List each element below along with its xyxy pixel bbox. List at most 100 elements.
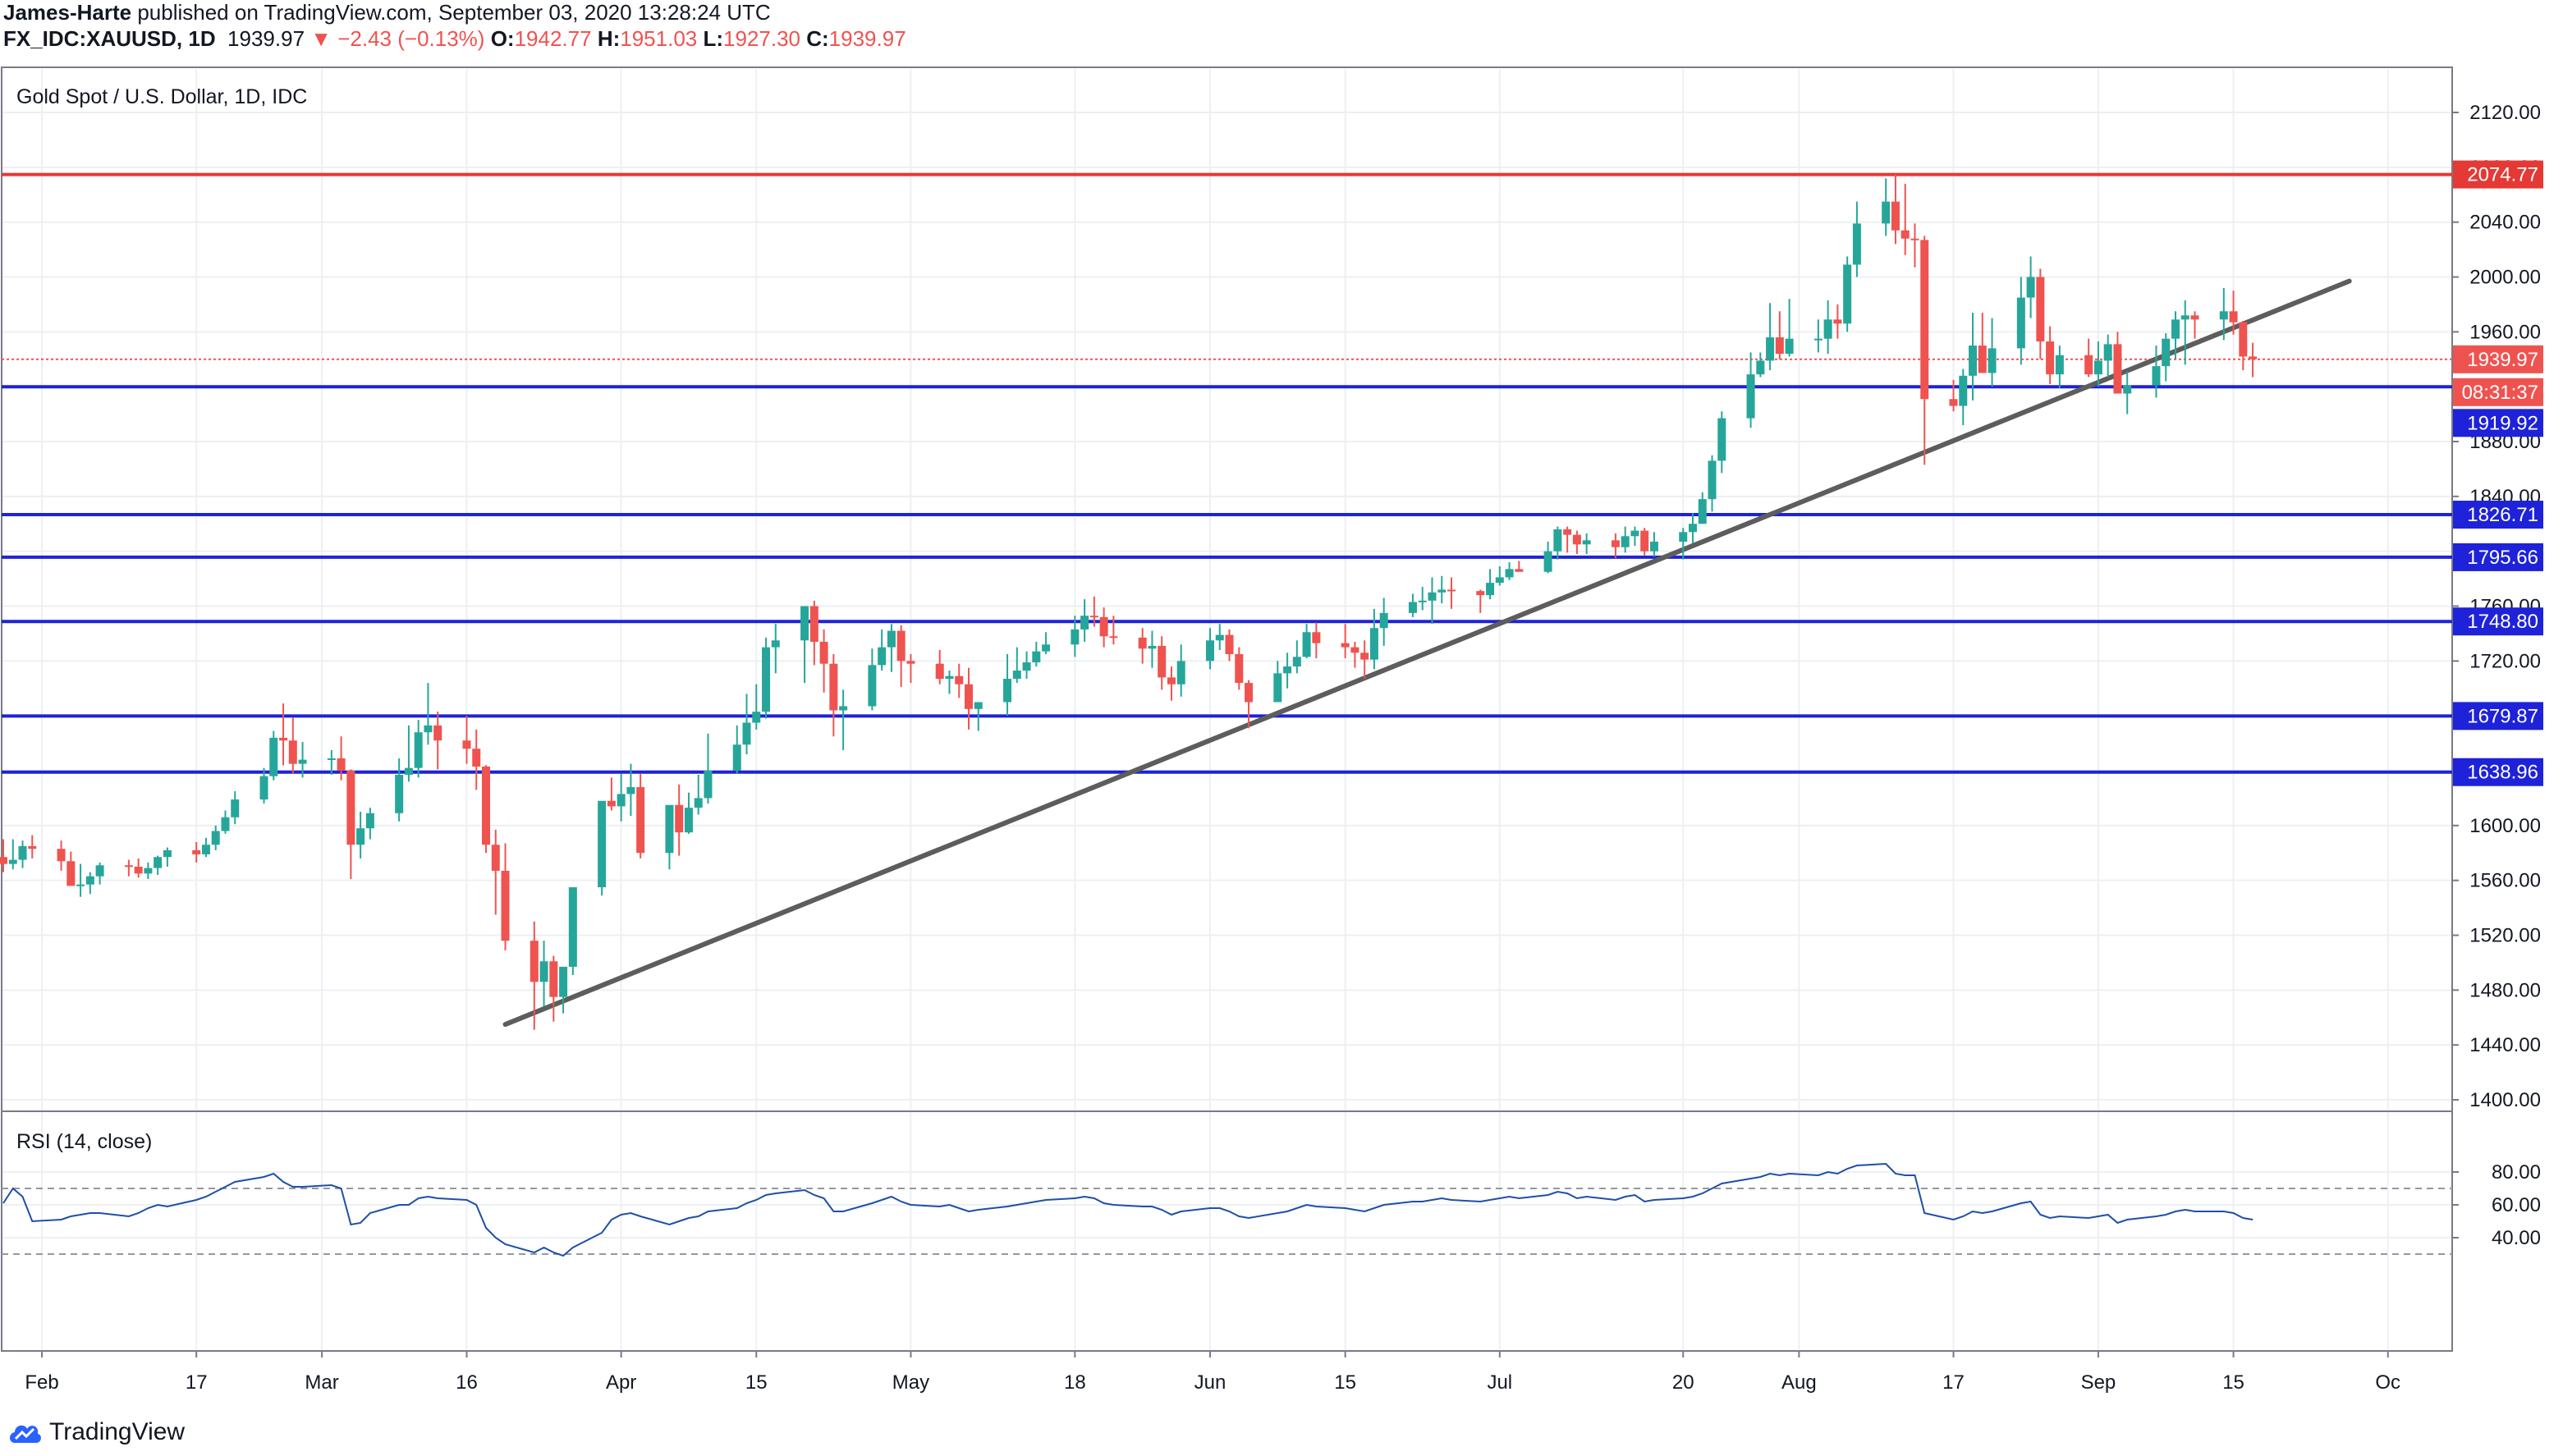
level-price-tag: 1826.71	[2467, 504, 2538, 526]
candle-body	[1515, 569, 1524, 572]
candle-body	[2113, 344, 2122, 394]
candle-body	[462, 740, 471, 749]
rsi-line	[2, 1162, 2254, 1257]
candle-body	[974, 702, 983, 709]
candle-body	[134, 866, 143, 874]
candle-body	[154, 857, 163, 868]
symbol-name[interactable]: FX_IDC:XAUUSD, 1D	[3, 26, 216, 51]
price-axis[interactable]: 1400.00 1440.00 1480.00 1520.00 1560.00 1600.…	[2452, 102, 2541, 1111]
close-label: C:	[806, 26, 829, 51]
candle-body	[1032, 651, 1041, 663]
candle-body	[1978, 346, 1987, 373]
price-tick-label: 2120.00	[2469, 102, 2541, 124]
candle-body	[829, 663, 838, 711]
candle-body	[356, 828, 365, 845]
level-price-tag: 1748.80	[2467, 611, 2538, 633]
candle-body	[1138, 637, 1147, 649]
price-tick-label: 2000.00	[2469, 267, 2541, 289]
rsi-tick-label: 80.00	[2492, 1161, 2541, 1184]
candle-body	[1089, 616, 1098, 618]
candle-body	[1071, 629, 1080, 645]
candle-body	[626, 787, 635, 794]
candle-body	[1080, 616, 1089, 630]
candle-body	[559, 966, 568, 997]
candle-body	[279, 737, 288, 741]
time-tick-label: 17	[186, 1371, 208, 1394]
price-tick-label: 1960.00	[2469, 321, 2541, 343]
time-tick-label: 15	[1334, 1371, 1356, 1394]
low-label: L:	[703, 26, 724, 51]
candle-body	[1418, 600, 1427, 602]
candle-body	[598, 800, 607, 888]
candle-body	[1437, 589, 1447, 593]
level-price-tag: 1638.96	[2467, 762, 2538, 784]
candle-body	[2219, 311, 2228, 320]
candle-body	[327, 758, 336, 760]
time-tick-label: 15	[745, 1371, 768, 1394]
publisher-name[interactable]: James-Harte	[3, 0, 132, 25]
candle-body	[839, 706, 848, 711]
candle-body	[675, 804, 684, 833]
candle-body	[18, 845, 27, 860]
candle-body	[1708, 460, 1717, 500]
candle-body	[95, 865, 104, 877]
candle-body	[1312, 632, 1321, 643]
candle-body	[906, 661, 915, 664]
candle-body	[1900, 230, 1910, 239]
candle-body	[1813, 338, 1823, 341]
time-tick-label: 15	[2222, 1371, 2244, 1394]
candle-body	[2123, 385, 2132, 394]
rsi-tick-label: 40.00	[2492, 1227, 2541, 1249]
candle-body	[1766, 337, 1775, 361]
candle-body	[2171, 319, 2180, 339]
candle-body	[1689, 524, 1697, 533]
price-chart[interactable]: 1400.001440.001480.001520.001560.001600.…	[0, 0, 2563, 1412]
candle-body	[1408, 602, 1417, 613]
candle-body	[0, 857, 7, 864]
tradingview-logo[interactable]: TradingView	[7, 1418, 185, 1446]
rsi-bands	[2, 1188, 2452, 1255]
candle-body	[2084, 355, 2093, 375]
candle-body	[201, 845, 210, 854]
candle-body	[1746, 374, 1755, 419]
candle-body	[1920, 240, 1929, 400]
candle-body	[1360, 652, 1369, 660]
candle-body	[2016, 297, 2025, 349]
main-legend[interactable]: Gold Spot / U.S. Dollar, 1D, IDC	[16, 85, 307, 108]
bar-countdown-tag-bg	[2453, 378, 2543, 406]
candle-body	[1292, 657, 1301, 667]
candle-body	[491, 845, 500, 871]
high-label: H:	[597, 26, 621, 51]
candle-body	[2103, 344, 2112, 361]
level-price-tag-bg	[2453, 543, 2543, 571]
candle-body	[935, 663, 944, 680]
last-price: 1939.97	[227, 26, 305, 51]
time-tick-label: Oc	[2375, 1371, 2400, 1394]
candle-body	[1476, 591, 1485, 596]
candle-body	[66, 861, 76, 886]
candle-body	[694, 798, 703, 808]
rsi-legend[interactable]: RSI (14, close)	[16, 1130, 152, 1153]
candle-body	[617, 794, 626, 807]
rsi-tick-label: 60.00	[2492, 1194, 2541, 1216]
time-tick-label: 18	[1064, 1371, 1086, 1394]
candle-body	[742, 722, 751, 745]
candle-body	[1022, 662, 1031, 671]
rsi-axis: 40.00 60.00 80.00	[2452, 1161, 2541, 1249]
time-tick-label: Aug	[1781, 1371, 1817, 1394]
candle-body	[298, 759, 307, 764]
time-axis[interactable]: Feb 17 Mar 16 Apr 15 May 18 Jun 15 Jul 20 Aug 17 Sep 15…	[25, 1351, 2400, 1394]
trendline[interactable]	[502, 278, 2352, 1028]
price-tick-label: 1520.00	[2469, 925, 2541, 947]
level-price-tag: 2074.77	[2467, 164, 2538, 186]
candle-body	[1621, 536, 1630, 547]
candle-body	[1302, 632, 1311, 657]
candle-body	[1785, 338, 1794, 355]
price-tick-label: 1720.00	[2469, 650, 2541, 672]
horizontal-levels[interactable]	[2, 172, 2452, 774]
time-tick-label: Jul	[1487, 1371, 1512, 1394]
candle-body	[1611, 540, 1620, 547]
level-price-tag-bg	[2453, 607, 2543, 636]
candle-body	[809, 606, 818, 642]
time-tick-label: Sep	[2081, 1371, 2116, 1394]
